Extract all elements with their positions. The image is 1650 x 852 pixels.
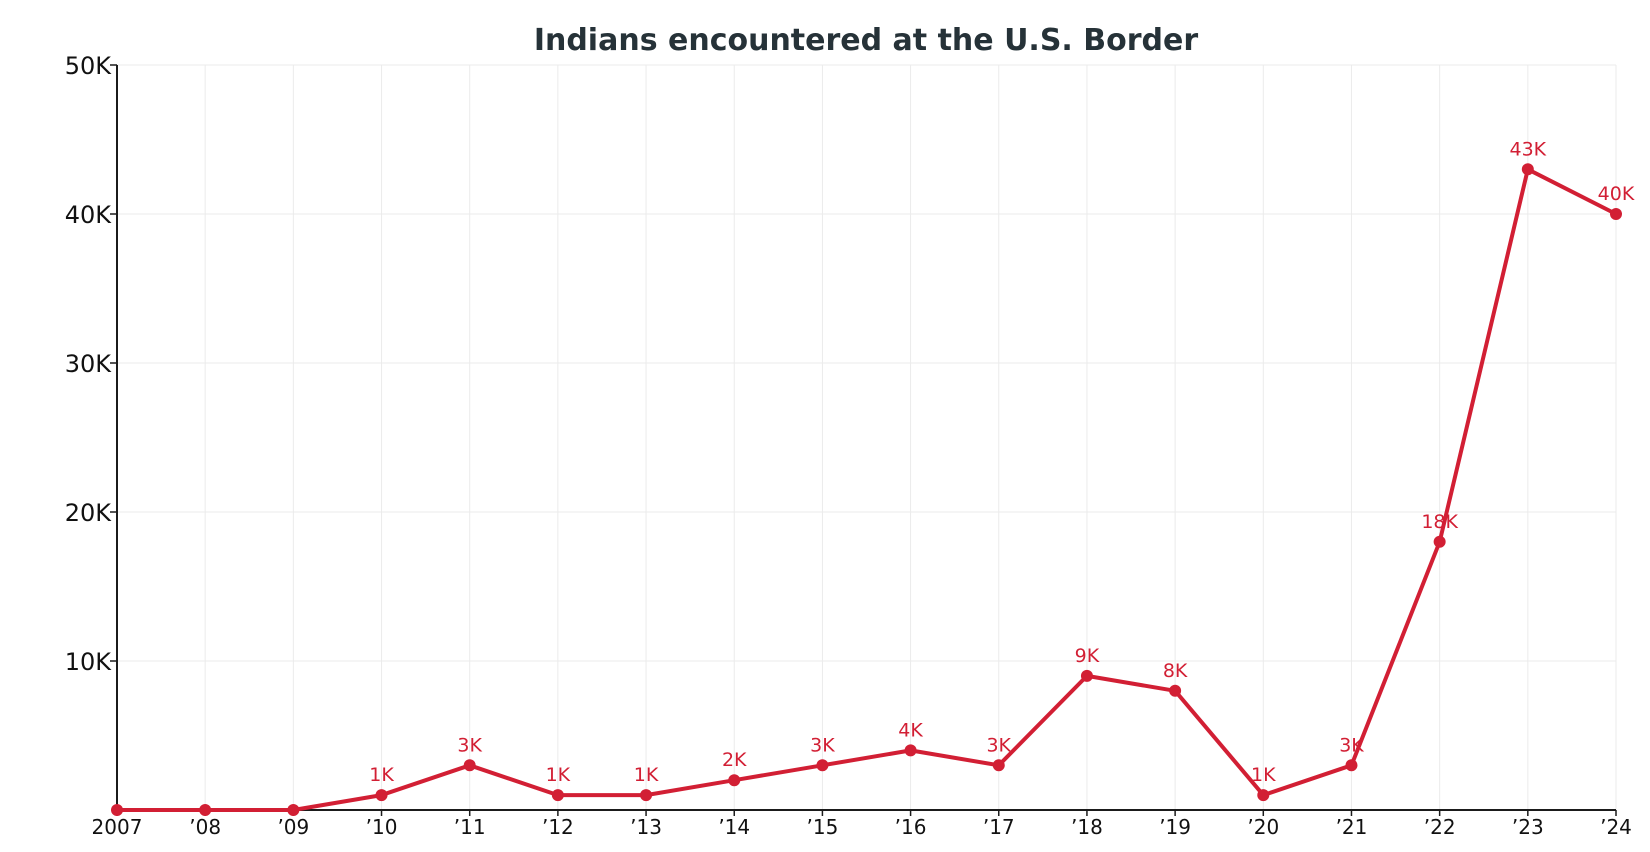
series-line <box>115 167 1618 812</box>
x-tick-label: ’12 <box>542 815 574 839</box>
data-label: 3K <box>986 734 1011 756</box>
data-point <box>375 789 388 802</box>
x-tick-label: ’15 <box>807 815 839 839</box>
data-label: 1K <box>1251 764 1276 786</box>
data-label: 9K <box>1075 645 1100 667</box>
data-point <box>463 759 476 772</box>
axes <box>116 65 1616 811</box>
x-tick-label: ’19 <box>1159 815 1191 839</box>
x-tick-label: ’22 <box>1424 815 1456 839</box>
data-point <box>640 789 653 802</box>
data-label: 1K <box>634 764 659 786</box>
data-point <box>1345 759 1358 772</box>
data-point <box>1433 535 1446 548</box>
data-label: 3K <box>457 734 482 756</box>
data-point <box>1169 684 1182 697</box>
x-tick-label: ’18 <box>1071 815 1103 839</box>
data-point <box>1080 669 1093 682</box>
data-point <box>199 804 212 816</box>
data-label: 1K <box>546 764 571 786</box>
x-tick-label: ’24 <box>1600 815 1632 839</box>
y-tick-label: 50K <box>65 52 113 80</box>
data-point <box>1610 208 1622 220</box>
x-tick-label: ’23 <box>1512 815 1544 839</box>
y-tick-label: 10K <box>65 648 113 676</box>
data-point <box>551 789 564 802</box>
y-tick-label: 20K <box>65 499 113 527</box>
x-tick-label: ’20 <box>1247 815 1279 839</box>
data-point <box>816 759 829 772</box>
y-axis-ticks: 10K 20K 30K 40K 50K <box>65 52 117 676</box>
y-tick-label: 30K <box>65 350 113 378</box>
data-label: 8K <box>1163 660 1188 682</box>
x-tick-label: 2007 <box>92 815 143 839</box>
data-label: 4K <box>898 719 923 741</box>
data-labels: 1K 3K 1K 1K 2K 3K 4K 3K 9K 8K 1K 3K 18K 43K 40K <box>369 138 1635 786</box>
data-series <box>111 163 1622 816</box>
x-tick-label: ’16 <box>895 815 927 839</box>
data-label: 1K <box>369 764 394 786</box>
data-point <box>728 774 741 787</box>
x-axis-ticks: 2007 ’08 ’09 ’10 ’11 ’12 ’13 ’14 ’15 ’16 ’17 ’18 ’19… <box>92 810 1632 839</box>
data-point <box>904 744 917 757</box>
x-tick-label: ’21 <box>1336 815 1368 839</box>
data-point <box>287 804 300 816</box>
data-point <box>992 759 1005 772</box>
y-tick-label: 40K <box>65 201 113 229</box>
data-point <box>1521 163 1534 176</box>
data-label: 3K <box>1339 734 1364 756</box>
data-point <box>1257 789 1270 802</box>
data-label: 43K <box>1510 138 1547 160</box>
data-label: 40K <box>1598 183 1635 205</box>
x-tick-label: ’09 <box>277 815 309 839</box>
x-tick-label: ’14 <box>718 815 750 839</box>
x-tick-label: ’08 <box>189 815 221 839</box>
x-tick-label: ’11 <box>454 815 486 839</box>
data-label: 2K <box>722 749 747 771</box>
x-tick-label: ’17 <box>983 815 1015 839</box>
data-label: 18K <box>1421 511 1458 533</box>
chart-title: Indians encountered at the U.S. Border <box>534 23 1199 58</box>
x-tick-label: ’10 <box>366 815 398 839</box>
grid-lines <box>116 64 1617 810</box>
x-tick-label: ’13 <box>630 815 662 839</box>
data-point <box>111 804 123 816</box>
data-label: 3K <box>810 734 835 756</box>
